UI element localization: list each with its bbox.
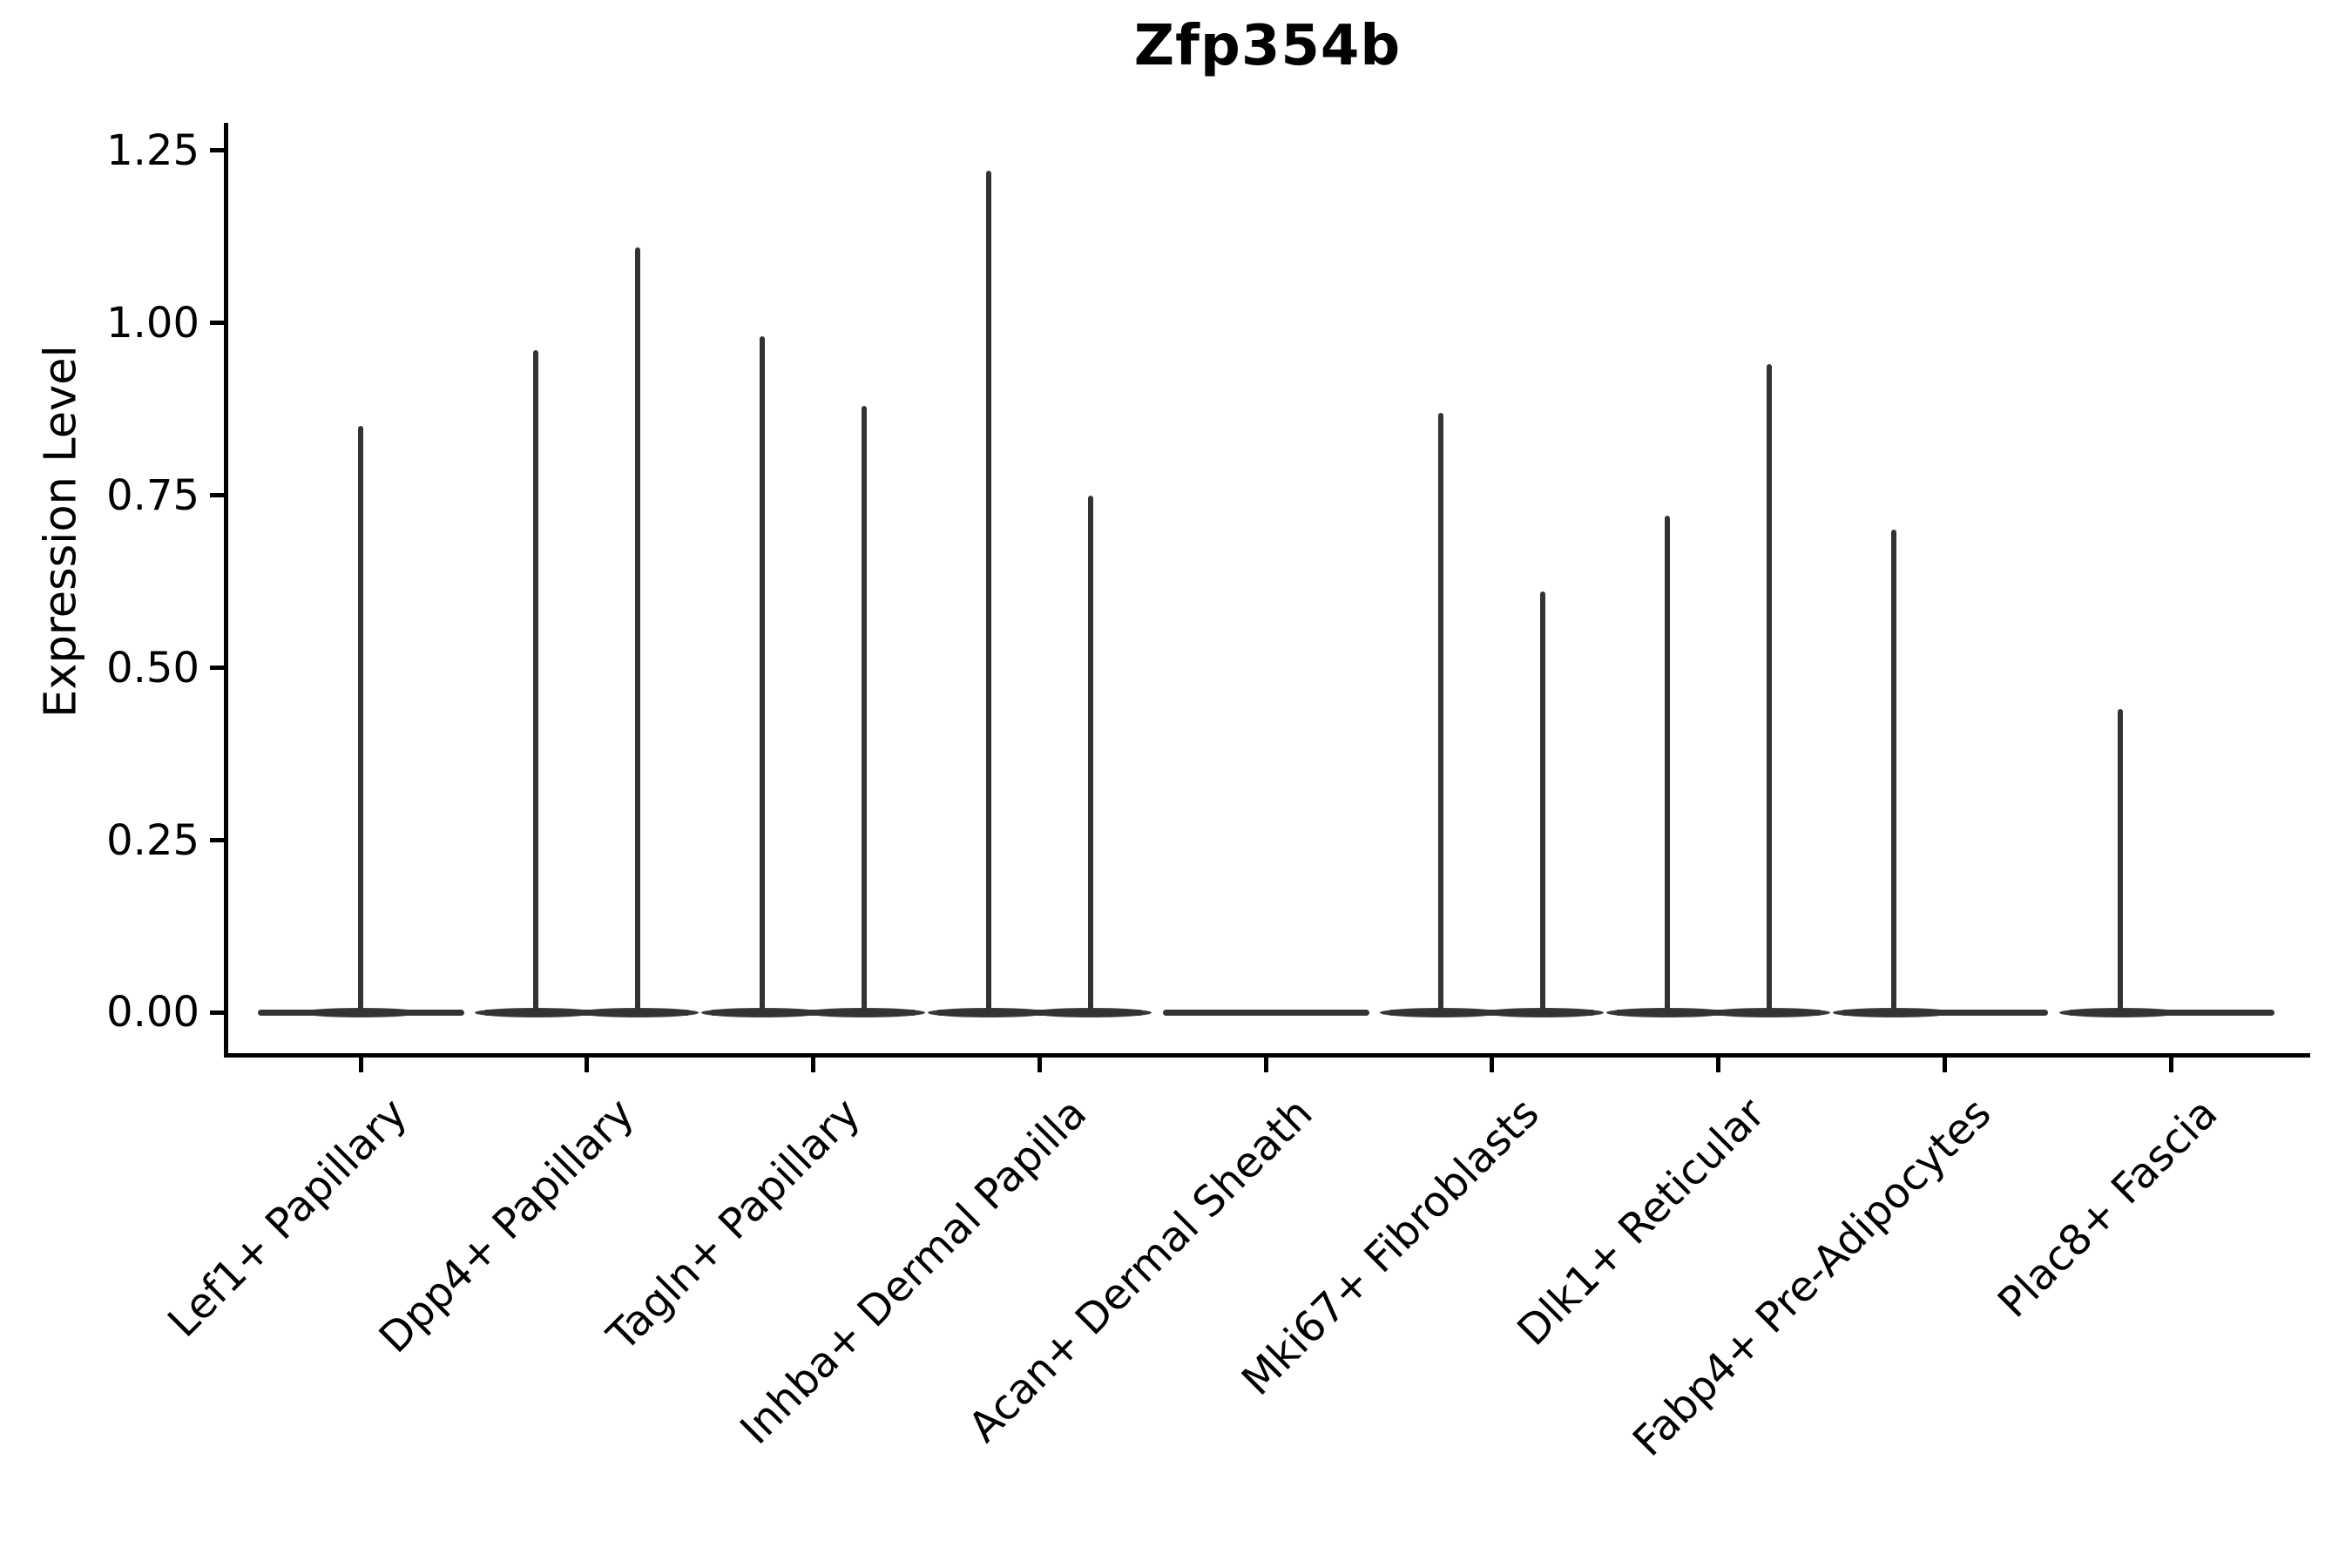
x-tick-label: Lef1+ Papillary: [159, 1089, 417, 1347]
y-tick-label: 0.50: [106, 643, 199, 693]
y-tick-mark: [210, 321, 225, 326]
violin-spike: [1890, 530, 1896, 1013]
y-tick-label: 1.25: [106, 125, 199, 175]
y-tick-mark: [210, 493, 225, 498]
violin-spike: [1665, 516, 1671, 1013]
violin-spike: [760, 336, 766, 1013]
x-tick-mark: [811, 1058, 815, 1072]
violin-baseline: [257, 1009, 464, 1016]
y-tick-label: 1.00: [106, 298, 199, 348]
violin-baseline: [2067, 1009, 2274, 1016]
y-tick-mark: [210, 838, 225, 843]
violin-spike: [1438, 412, 1444, 1013]
violin-spike: [1087, 495, 1093, 1013]
x-tick-label: Dlk1+ Reticular: [1508, 1089, 1775, 1355]
violin-spike: [2117, 709, 2123, 1013]
violin-spike: [635, 247, 641, 1013]
violin-baseline: [1615, 1009, 1821, 1016]
violin-spike: [861, 405, 867, 1013]
y-tick-mark: [210, 1010, 225, 1015]
x-tick-mark: [585, 1058, 590, 1072]
violin-spike: [358, 426, 363, 1013]
violin-spike: [533, 350, 539, 1013]
violin-spike: [1766, 364, 1772, 1013]
x-tick-mark: [2168, 1058, 2173, 1072]
violin-baseline: [936, 1009, 1143, 1016]
y-tick-label: 0.25: [106, 815, 199, 865]
x-tick-label: Fabp4+ Pre-Adipocytes: [1624, 1089, 2001, 1466]
x-tick-mark: [358, 1058, 363, 1072]
violin-baseline: [1841, 1009, 2048, 1016]
y-tick-mark: [210, 148, 225, 153]
y-tick-mark: [210, 666, 225, 671]
x-tick-mark: [1716, 1058, 1720, 1072]
x-tick-mark: [1490, 1058, 1495, 1072]
y-tick-label: 0.75: [106, 470, 199, 520]
x-tick-mark: [1037, 1058, 1042, 1072]
violin-baseline: [483, 1009, 691, 1016]
x-tick-label: Plac8+ Fascia: [1989, 1089, 2227, 1328]
violin-baseline: [710, 1009, 916, 1016]
chart-title: Zfp354b: [1133, 14, 1402, 78]
x-axis-line: [224, 1053, 2310, 1058]
violin-baseline: [1389, 1009, 1596, 1016]
violin-spike: [985, 171, 991, 1013]
y-axis-line: [224, 123, 228, 1058]
x-tick-mark: [1263, 1058, 1268, 1072]
violin-baseline: [1162, 1009, 1369, 1016]
violin-spike: [1540, 591, 1546, 1013]
x-tick-label: Tagln+ Papillary: [598, 1089, 870, 1361]
x-tick-mark: [1942, 1058, 1947, 1072]
y-tick-label: 0.00: [106, 988, 199, 1037]
